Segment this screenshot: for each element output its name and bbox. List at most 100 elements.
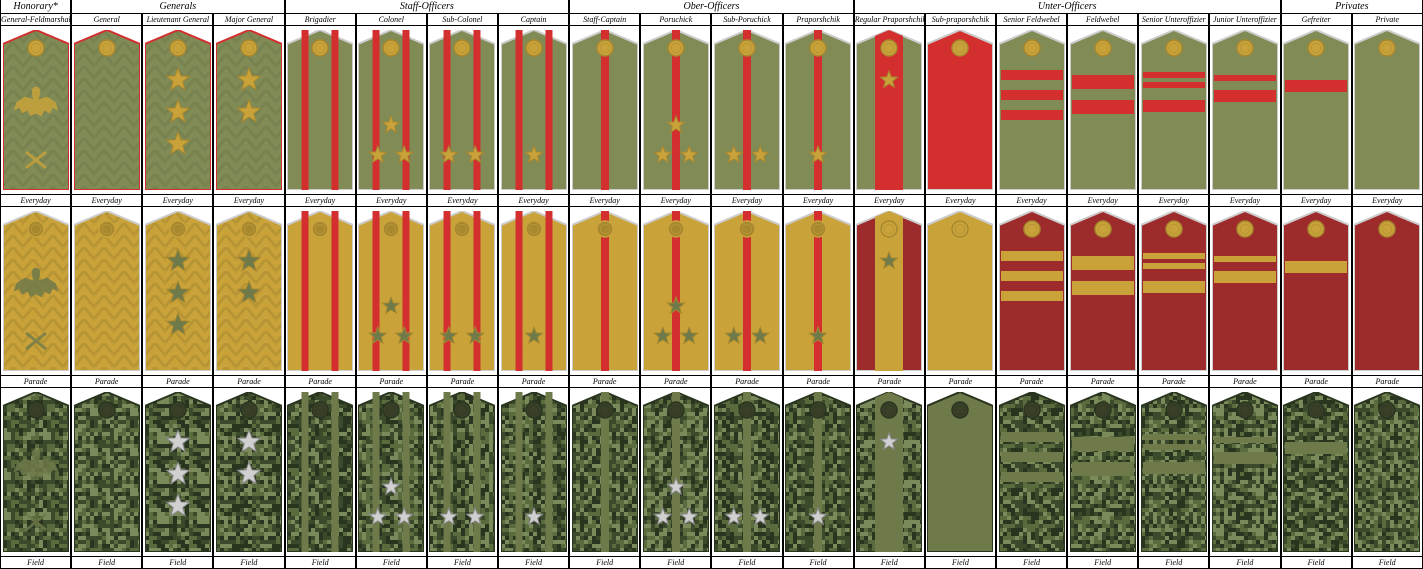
rank-header: Staff-Captain — [569, 14, 640, 26]
rank-header: General — [71, 14, 142, 26]
shoulder-board — [1070, 30, 1136, 190]
shoulder-board — [145, 30, 211, 190]
row-type-label: Everyday — [1067, 194, 1138, 207]
shoulder-board — [927, 211, 993, 371]
insignia-cell — [213, 388, 284, 556]
type-label-row: FieldFieldFieldFieldFieldFieldFieldField… — [0, 556, 1423, 569]
row-type-label: Parade — [498, 375, 569, 388]
insignia-cell — [71, 26, 142, 194]
insignia-cell — [640, 388, 711, 556]
row-type-label: Parade — [427, 375, 498, 388]
shoulder-board — [927, 392, 993, 552]
row-type-label: Field — [356, 556, 427, 569]
shoulder-board — [287, 392, 353, 552]
insignia-cell — [213, 207, 284, 375]
insignia-cell — [498, 207, 569, 375]
row-type-label: Parade — [569, 375, 640, 388]
row-type-label: Everyday — [1281, 194, 1352, 207]
insignia-cell — [925, 26, 996, 194]
insignia-cell — [925, 207, 996, 375]
insignia-cell — [285, 207, 356, 375]
insignia-cell — [711, 388, 782, 556]
insignia-cell — [569, 207, 640, 375]
shoulder-board — [999, 30, 1065, 190]
insignia-cell — [71, 207, 142, 375]
shoulder-board — [1141, 30, 1207, 190]
insignia-row-field — [0, 388, 1423, 556]
insignia-cell — [569, 388, 640, 556]
row-type-label: Parade — [854, 375, 925, 388]
shoulder-board — [572, 30, 638, 190]
insignia-cell — [854, 207, 925, 375]
insignia-cell — [0, 26, 71, 194]
shoulder-board — [3, 30, 69, 190]
row-type-label: Everyday — [1352, 194, 1423, 207]
shoulder-board — [1212, 211, 1278, 371]
shoulder-board — [785, 30, 851, 190]
shoulder-board — [358, 392, 424, 552]
insignia-cell — [996, 388, 1067, 556]
shoulder-board — [216, 211, 282, 371]
row-type-label: Field — [640, 556, 711, 569]
row-type-label: Field — [711, 556, 782, 569]
row-type-label: Everyday — [142, 194, 213, 207]
insignia-cell — [640, 207, 711, 375]
shoulder-board — [1212, 392, 1278, 552]
insignia-cell — [1209, 26, 1280, 194]
row-type-label: Parade — [1138, 375, 1209, 388]
insignia-cell — [1352, 26, 1423, 194]
row-type-label: Parade — [1067, 375, 1138, 388]
group-header: Honorary* — [0, 0, 71, 13]
row-type-label: Field — [854, 556, 925, 569]
insignia-cell — [854, 388, 925, 556]
insignia-cell — [783, 388, 854, 556]
row-type-label: Everyday — [71, 194, 142, 207]
row-type-label: Parade — [1281, 375, 1352, 388]
row-type-label: Field — [142, 556, 213, 569]
row-type-label: Parade — [783, 375, 854, 388]
row-type-label: Everyday — [640, 194, 711, 207]
shoulder-board — [3, 392, 69, 552]
shoulder-board — [927, 30, 993, 190]
shoulder-board — [287, 30, 353, 190]
row-type-label: Everyday — [854, 194, 925, 207]
shoulder-board — [572, 392, 638, 552]
insignia-cell — [996, 207, 1067, 375]
shoulder-board — [999, 392, 1065, 552]
row-type-label: Parade — [142, 375, 213, 388]
row-type-label: Everyday — [0, 194, 71, 207]
row-type-label: Everyday — [1209, 194, 1280, 207]
shoulder-board — [856, 392, 922, 552]
insignia-cell — [1352, 207, 1423, 375]
insignia-cell — [1352, 388, 1423, 556]
row-type-label: Field — [71, 556, 142, 569]
row-type-label: Field — [1209, 556, 1280, 569]
row-type-label: Everyday — [498, 194, 569, 207]
row-type-label: Field — [213, 556, 284, 569]
rank-header: Junior Unteroffizier — [1209, 14, 1280, 26]
insignia-cell — [498, 26, 569, 194]
rank-header: Senior Unteroffizier — [1138, 14, 1209, 26]
insignia-row-parade — [0, 207, 1423, 375]
type-label-row: ParadeParadeParadeParadeParadeParadePara… — [0, 375, 1423, 388]
row-type-label: Field — [569, 556, 640, 569]
insignia-cell — [569, 26, 640, 194]
group-header: Ober-Officers — [569, 0, 854, 13]
insignia-cell — [1138, 26, 1209, 194]
insignia-cell — [356, 388, 427, 556]
shoulder-board — [1070, 392, 1136, 552]
rank-header: Major General — [213, 14, 284, 26]
insignia-cell — [71, 388, 142, 556]
shoulder-board — [74, 211, 140, 371]
shoulder-board — [429, 211, 495, 371]
shoulder-board — [643, 392, 709, 552]
row-type-label: Field — [285, 556, 356, 569]
shoulder-board — [785, 211, 851, 371]
insignia-cell — [498, 388, 569, 556]
row-type-label: Parade — [0, 375, 71, 388]
rank-header: Gefreiter — [1281, 14, 1352, 26]
rank-header: Poruchick — [640, 14, 711, 26]
insignia-cell — [996, 26, 1067, 194]
shoulder-board — [572, 211, 638, 371]
row-type-label: Everyday — [996, 194, 1067, 207]
